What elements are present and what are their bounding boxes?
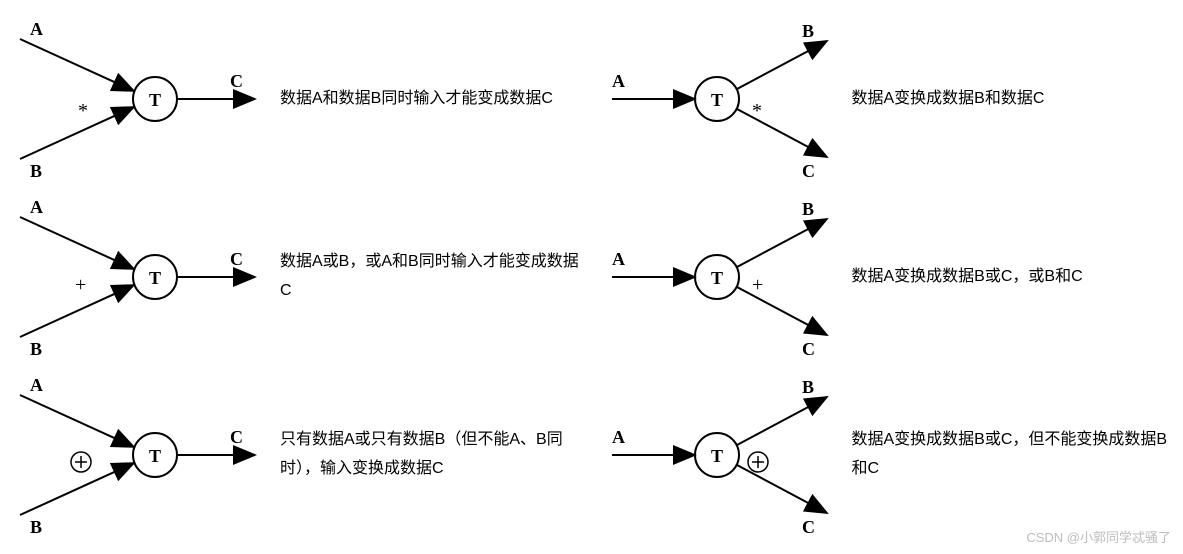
cell-row1-left: T A B C * 数据A和数据B同时输入才能变成数据C [0, 10, 592, 188]
label-b: B [802, 199, 814, 219]
cell-row3-right: T A B C 数据A变换成数据B或C，但不能变换成数据B和C [592, 366, 1183, 544]
node-t: T [710, 90, 722, 110]
node-t: T [710, 446, 722, 466]
label-a: A [612, 71, 625, 91]
node-t: T [149, 90, 161, 110]
cell-row3-left: T A B C 只有数据A或只有数据B（但不能A、B同时），输入变换成数据C [0, 366, 592, 544]
diagram-diverge-row1: T A B C * [592, 19, 852, 179]
desc-row3-left: 只有数据A或只有数据B（但不能A、B同时），输入变换成数据C [280, 426, 592, 484]
label-c: C [802, 517, 815, 535]
label-c: C [230, 71, 243, 91]
watermark: CSDN @小郭同学忒骚了 [1026, 527, 1171, 546]
diagram-diverge-row3: T A B C [592, 375, 852, 535]
label-a: A [30, 197, 43, 217]
desc-row2-left: 数据A或B，或A和B同时输入才能变成数据C [280, 248, 592, 306]
diagram-converge-row3: T A B C [0, 375, 280, 535]
label-a: A [30, 19, 43, 39]
diagram-converge-row1: T A B C * [0, 19, 280, 179]
label-b: B [30, 161, 42, 179]
node-t: T [149, 268, 161, 288]
diagram-converge-row2: T A B C + [0, 197, 280, 357]
op-symbol: + [75, 274, 86, 296]
label-c: C [230, 427, 243, 447]
desc-row1-left: 数据A和数据B同时输入才能变成数据C [280, 85, 592, 114]
cell-row2-left: T A B C + 数据A或B，或A和B同时输入才能变成数据C [0, 188, 592, 366]
desc-row1-right: 数据A变换成数据B和数据C [852, 85, 1183, 114]
op-symbol: + [752, 274, 763, 296]
op-symbol: * [78, 100, 88, 122]
label-a: A [30, 375, 43, 395]
label-b: B [802, 377, 814, 397]
label-b: B [802, 21, 814, 41]
cell-row1-right: T A B C * 数据A变换成数据B和数据C [592, 10, 1183, 188]
node-t: T [149, 446, 161, 466]
diagram-grid: T A B C * 数据A和数据B同时输入才能变成数据C T [0, 0, 1183, 554]
label-c: C [230, 249, 243, 269]
label-b: B [30, 517, 42, 535]
label-c: C [802, 339, 815, 357]
label-b: B [30, 339, 42, 357]
label-c: C [802, 161, 815, 179]
desc-row2-right: 数据A变换成数据B或C，或B和C [852, 263, 1183, 292]
node-t: T [710, 268, 722, 288]
label-a: A [612, 249, 625, 269]
desc-row3-right: 数据A变换成数据B或C，但不能变换成数据B和C [852, 426, 1183, 484]
diagram-diverge-row2: T A B C + [592, 197, 852, 357]
label-a: A [612, 427, 625, 447]
cell-row2-right: T A B C + 数据A变换成数据B或C，或B和C [592, 188, 1183, 366]
op-symbol: * [752, 100, 762, 122]
